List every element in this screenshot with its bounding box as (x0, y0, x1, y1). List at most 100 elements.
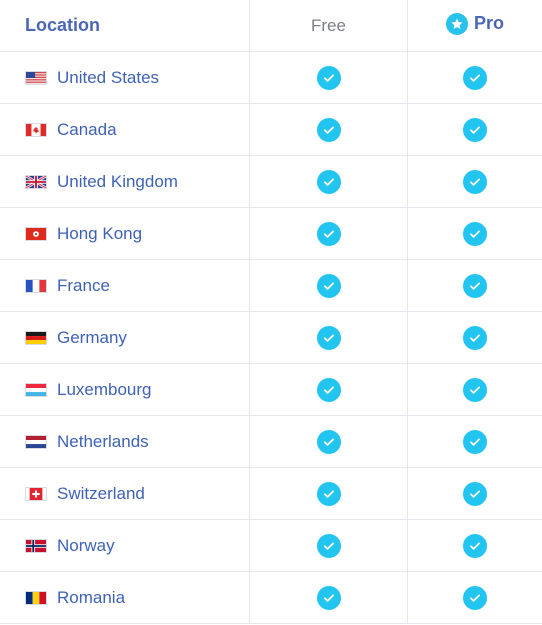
pro-cell (408, 208, 542, 259)
table-row: Switzerland (0, 468, 542, 520)
country-link[interactable]: France (25, 276, 110, 296)
us-flag-icon (25, 70, 47, 85)
check-icon (316, 481, 341, 506)
free-cell (250, 416, 408, 467)
table-row: Germany (0, 312, 542, 364)
country-link[interactable]: United Kingdom (25, 172, 178, 192)
check-icon (316, 325, 341, 350)
check-icon (463, 169, 487, 194)
star-icon (445, 12, 468, 35)
table-row: Netherlands (0, 416, 542, 468)
location-cell: France (0, 260, 250, 311)
table-row: Canada (0, 104, 542, 156)
free-header-cell: Free (250, 0, 408, 51)
pro-cell (408, 468, 542, 519)
country-name: United States (57, 67, 160, 87)
free-cell (250, 156, 408, 207)
pro-header: Pro (445, 12, 504, 35)
check-icon (463, 377, 487, 402)
check-icon (316, 533, 341, 558)
country-rows: United States Canada United Kingdom Hong Ko… (0, 52, 542, 624)
check-icon (316, 117, 341, 142)
de-flag-icon (25, 330, 47, 345)
pro-cell (408, 260, 542, 311)
free-cell (250, 364, 408, 415)
check-icon (463, 221, 487, 246)
free-cell (250, 104, 408, 155)
check-icon (316, 221, 341, 246)
check-icon (463, 585, 487, 610)
hk-flag-icon (25, 226, 47, 241)
ca-flag-icon (25, 122, 47, 137)
pro-cell (408, 104, 542, 155)
location-cell: United Kingdom (0, 156, 250, 207)
no-flag-icon (25, 538, 47, 553)
location-cell: Hong Kong (0, 208, 250, 259)
location-cell: Germany (0, 312, 250, 363)
country-name: Luxembourg (57, 379, 152, 399)
pro-cell (408, 520, 542, 571)
table-row: United Kingdom (0, 156, 542, 208)
country-link[interactable]: Hong Kong (25, 224, 142, 244)
country-link[interactable]: Romania (25, 588, 125, 608)
country-name: Canada (57, 119, 117, 139)
check-icon (316, 585, 341, 610)
location-header: Location (25, 15, 100, 35)
pro-cell (408, 572, 542, 623)
table-row: Norway (0, 520, 542, 572)
check-icon (316, 273, 341, 298)
table-row: United States (0, 52, 542, 104)
free-cell (250, 468, 408, 519)
location-cell: Netherlands (0, 416, 250, 467)
table-row: Hong Kong (0, 208, 542, 260)
country-name: United Kingdom (57, 171, 178, 191)
check-icon (316, 65, 341, 90)
check-icon (463, 325, 487, 350)
free-cell (250, 208, 408, 259)
country-name: Hong Kong (57, 223, 143, 243)
country-link[interactable]: Germany (25, 328, 127, 348)
country-link[interactable]: Norway (25, 536, 115, 556)
free-cell (250, 520, 408, 571)
country-name: Switzerland (57, 483, 145, 503)
table-row: France (0, 260, 542, 312)
country-name: Romania (57, 587, 126, 607)
pro-cell (408, 52, 542, 103)
country-name: France (57, 275, 110, 295)
check-icon (316, 377, 341, 402)
pro-label: Pro (473, 13, 504, 33)
check-icon (463, 117, 487, 142)
check-icon (463, 429, 487, 454)
country-link[interactable]: Switzerland (25, 484, 145, 504)
location-cell: Canada (0, 104, 250, 155)
country-link[interactable]: Netherlands (25, 432, 149, 452)
pro-header-cell: Pro (408, 0, 542, 51)
location-cell: Switzerland (0, 468, 250, 519)
free-header: Free (311, 15, 346, 35)
location-cell: Norway (0, 520, 250, 571)
ch-flag-icon (25, 486, 47, 501)
uk-flag-icon (25, 174, 47, 189)
pro-cell (408, 312, 542, 363)
header-row: Location Free Pro (0, 0, 542, 52)
country-link[interactable]: United States (25, 68, 159, 88)
free-cell (250, 260, 408, 311)
pro-cell (408, 364, 542, 415)
table-row: Luxembourg (0, 364, 542, 416)
check-icon (316, 429, 341, 454)
country-link[interactable]: Canada (25, 120, 117, 140)
country-name: Germany (57, 327, 127, 347)
location-header-cell: Location (0, 0, 250, 51)
check-icon (463, 65, 487, 90)
check-icon (463, 481, 487, 506)
free-cell (250, 312, 408, 363)
nl-flag-icon (25, 434, 47, 449)
country-name: Norway (57, 535, 115, 555)
country-name: Netherlands (57, 431, 149, 451)
table-row: Romania (0, 572, 542, 624)
pro-cell (408, 416, 542, 467)
country-link[interactable]: Luxembourg (25, 380, 152, 400)
location-cell: Romania (0, 572, 250, 623)
ro-flag-icon (25, 590, 47, 605)
